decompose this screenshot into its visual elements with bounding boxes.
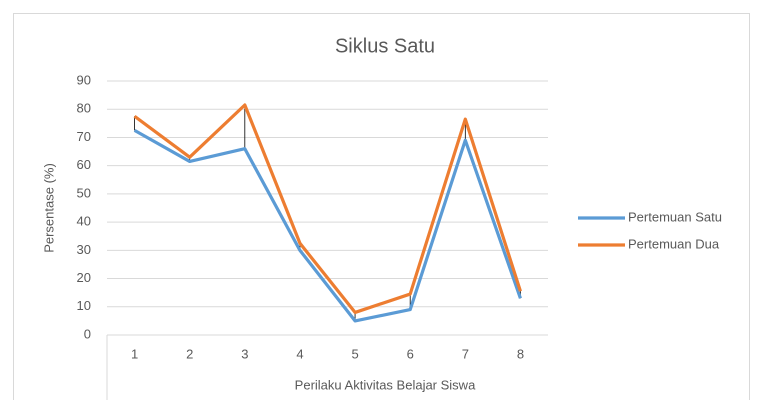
legend-label: Pertemuan Satu: [628, 209, 722, 224]
x-tick-label: 3: [241, 346, 248, 361]
x-tick-label: 2: [186, 346, 193, 361]
y-tick-label: 0: [84, 326, 91, 341]
x-axis-label: Perilaku Aktivitas Belajar Siswa: [295, 377, 476, 392]
chart-title: Siklus Satu: [335, 35, 435, 57]
y-tick-label: 80: [77, 101, 91, 116]
x-tick-label: 1: [131, 346, 138, 361]
legend-label: Pertemuan Dua: [628, 236, 720, 251]
x-tick-label: 5: [351, 346, 358, 361]
y-axis-label: Persentase (%): [41, 163, 56, 253]
series-line: [133, 103, 522, 315]
y-tick-label: 10: [77, 298, 91, 313]
x-tick-label: 7: [462, 346, 469, 361]
y-tick-label: 40: [77, 214, 91, 229]
y-tick-label: 50: [77, 185, 91, 200]
series-line: [133, 128, 522, 323]
y-tick-label: 70: [77, 129, 91, 144]
chart-border: [13, 13, 750, 400]
x-tick-label: 4: [296, 346, 303, 361]
y-tick-label: 90: [77, 72, 91, 87]
y-tick-label: 30: [77, 242, 91, 257]
x-tick-label: 6: [407, 346, 414, 361]
y-tick-label: 60: [77, 157, 91, 172]
y-tick-label: 20: [77, 270, 91, 285]
x-tick-label: 8: [517, 346, 524, 361]
